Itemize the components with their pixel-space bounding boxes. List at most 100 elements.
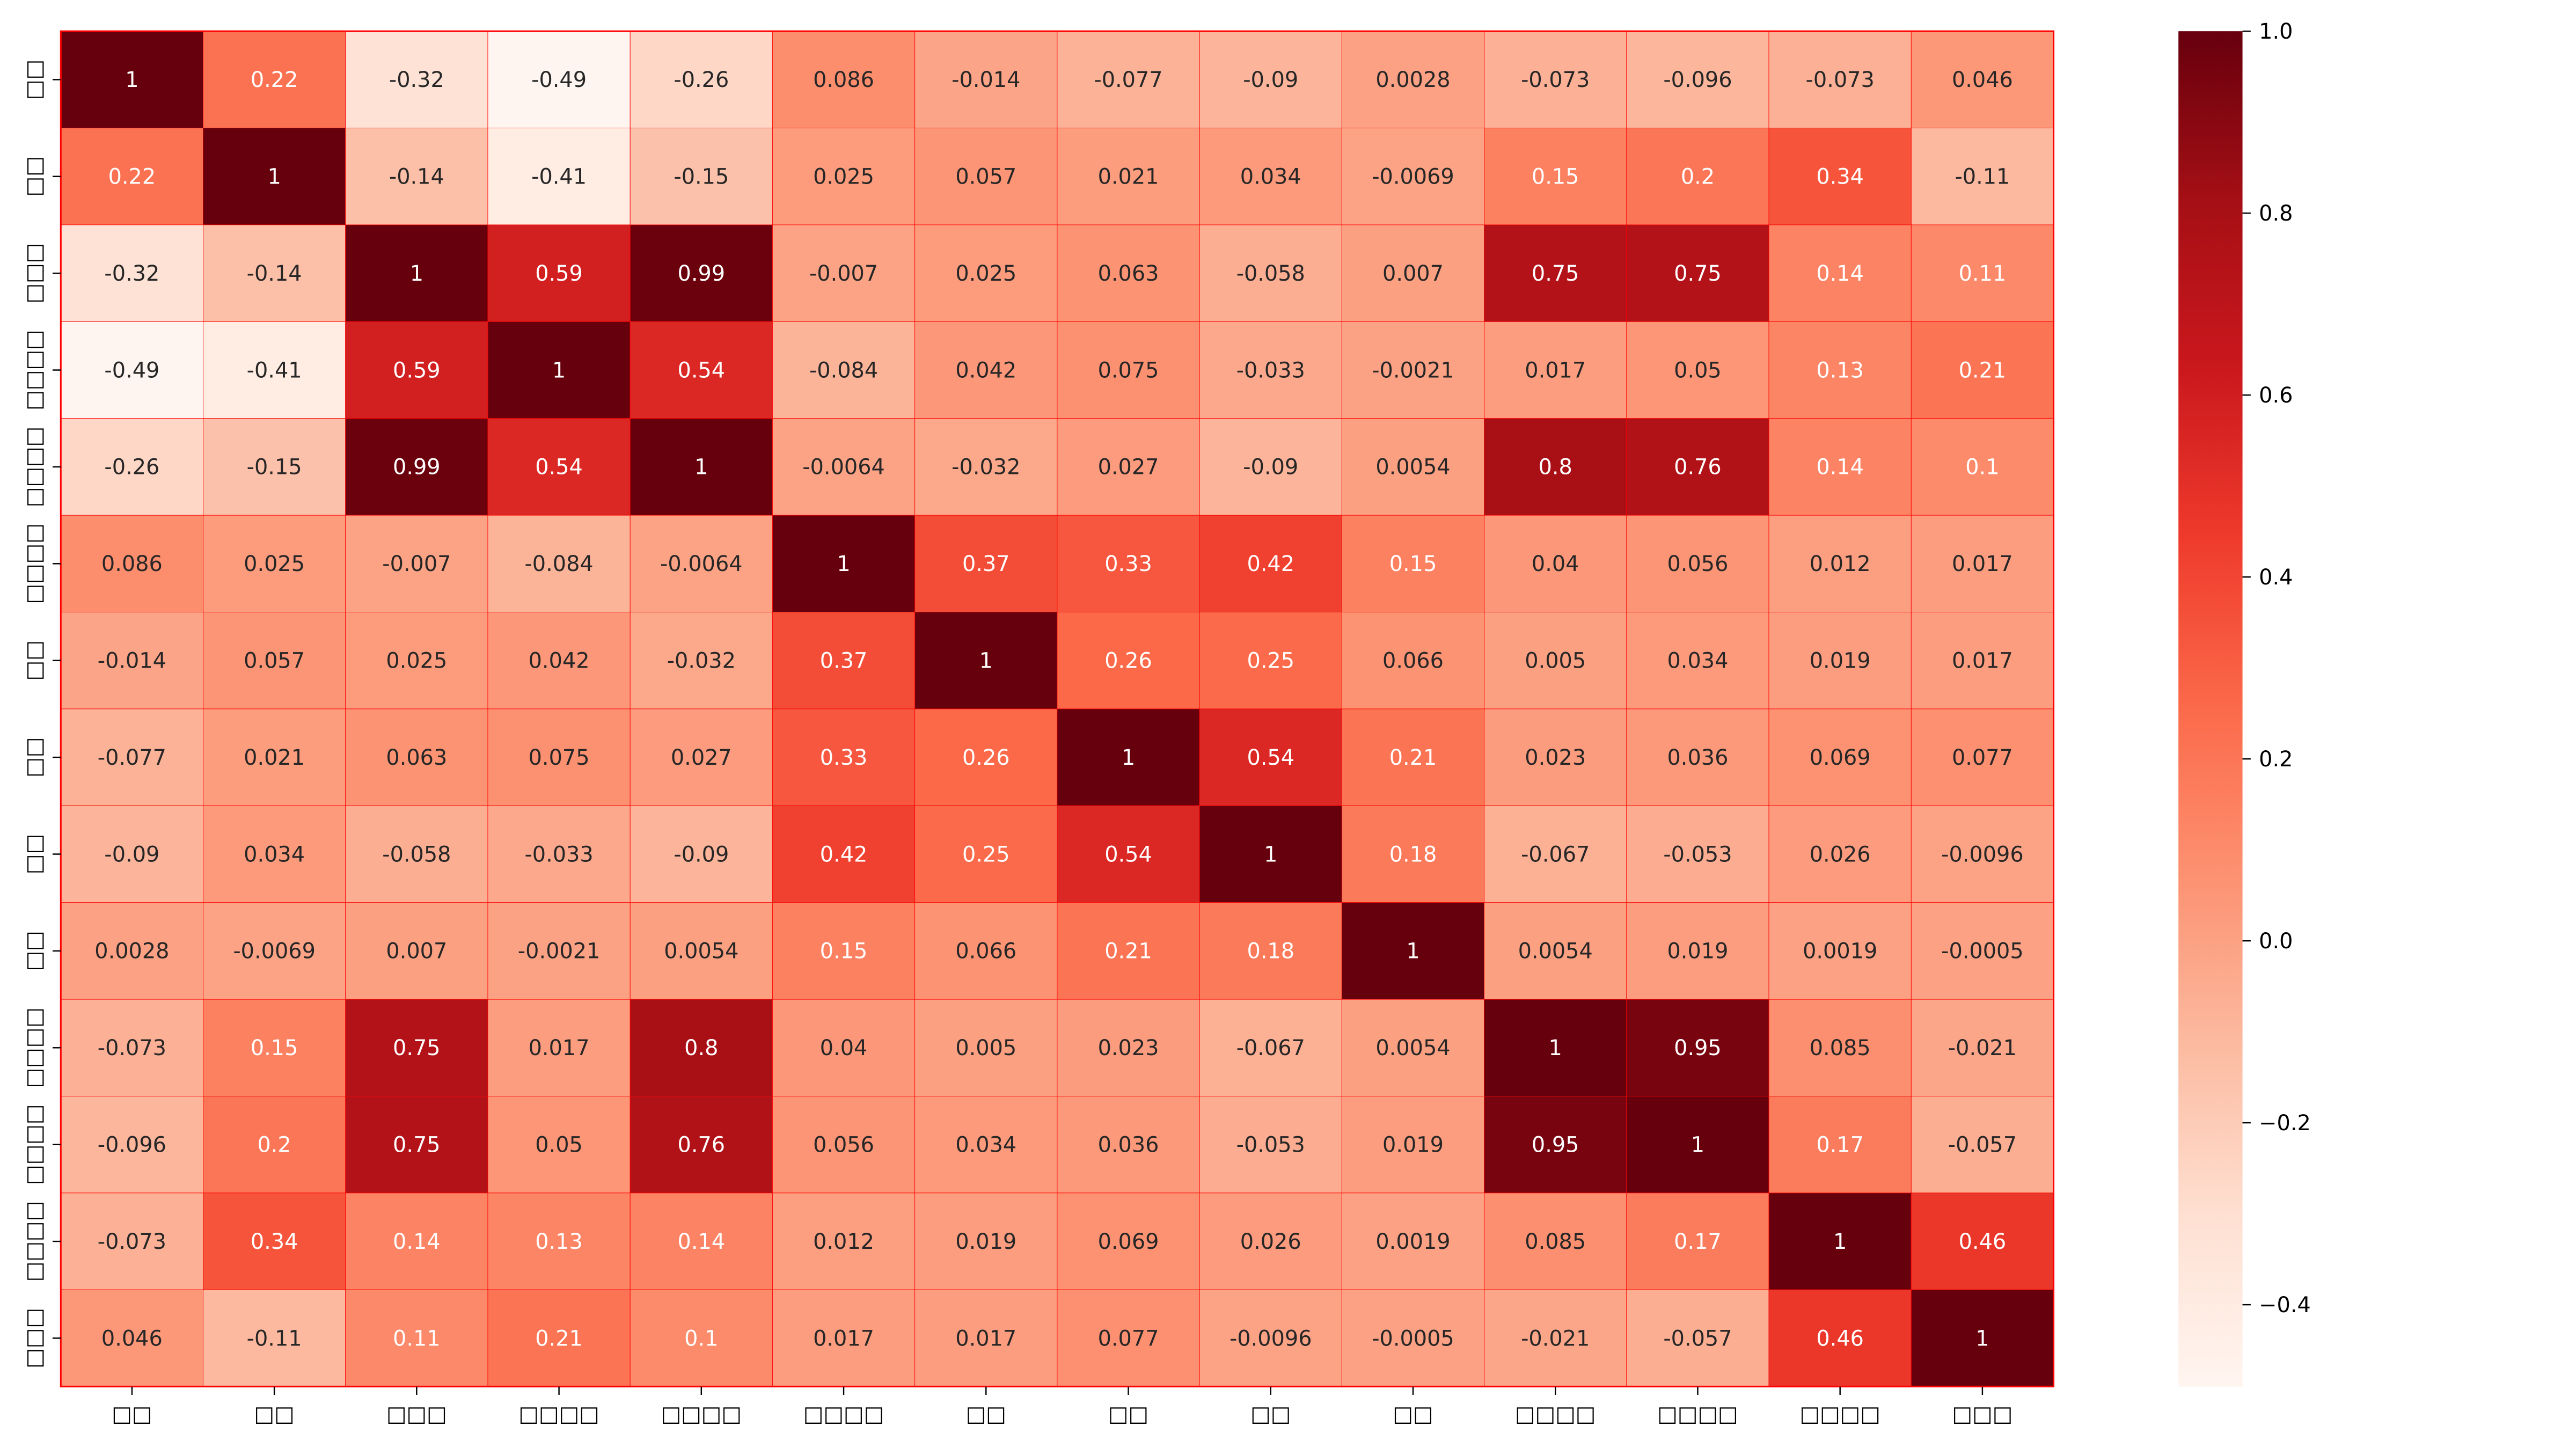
- heatmap-cell: [1341, 612, 1485, 709]
- cell-value-label: -0.15: [247, 455, 302, 480]
- heatmap-cell: [1911, 418, 2054, 516]
- heatmap-cell: [1768, 612, 1912, 709]
- heatmap-cell: [1768, 31, 1912, 129]
- heatmap-cell: [772, 1192, 916, 1290]
- cell-value-label: -0.49: [531, 68, 587, 92]
- heatmap-cell: [1484, 805, 1627, 903]
- heatmap-cell: [1911, 224, 2054, 322]
- cell-value-label: 0.019: [1810, 648, 1871, 673]
- cell-value-label: 0.17: [1816, 1132, 1864, 1157]
- cell-value-label: 0.023: [1098, 1036, 1159, 1060]
- colorbar: 1.0 0.8 0.6 0.4 0.2 0.0 −0.2 −0.4: [2178, 19, 2311, 1387]
- heatmap-cells: 1 0.22 -0.32 -0.49 -0.26 0.086 -0.014 -0.077 -0.…: [60, 30, 2055, 1388]
- heatmap-cell: [914, 128, 1058, 225]
- heatmap-cell: [1057, 515, 1200, 612]
- heatmap-cell: [1911, 1096, 2054, 1194]
- heatmap-cell: [1199, 321, 1342, 419]
- cell-value-label: 0.99: [678, 261, 726, 286]
- cell-value-label: 0.13: [1816, 358, 1864, 383]
- cell-value-label: 1: [1975, 1326, 1989, 1351]
- heatmap-cell: [487, 1096, 631, 1194]
- cell-value-label: -0.14: [247, 261, 302, 286]
- cell-value-label: 0.0054: [1518, 939, 1593, 964]
- cell-value-label: -0.09: [1243, 68, 1298, 92]
- cell-value-label: -0.057: [1663, 1326, 1732, 1351]
- x-axis: □□ □□ □□□ □□□□ □□□□ □□□□ □□ □□ □□ □□ □□□□ □□□□ □□□□ □…: [112, 1386, 2013, 1426]
- y-tick-label: □□□□: [22, 1007, 47, 1088]
- cell-value-label: 0.75: [393, 1132, 441, 1157]
- cell-value-label: 0.1: [684, 1326, 718, 1351]
- heatmap-cell: [1341, 805, 1485, 903]
- cell-value-label: 0.026: [1240, 1230, 1301, 1254]
- y-tick-label: □□: [22, 737, 47, 778]
- colorbar-tick-label: −0.2: [2259, 1111, 2311, 1136]
- cell-value-label: -0.15: [674, 165, 729, 189]
- heatmap-cell: [60, 708, 203, 806]
- heatmap-cell: [1911, 999, 2054, 1096]
- heatmap-cell: [914, 31, 1058, 129]
- heatmap-cell: [1341, 999, 1485, 1096]
- y-tick-label: □□□□: [22, 330, 47, 410]
- x-tick-label: □□: [966, 1402, 1006, 1426]
- cell-value-label: 1: [1691, 1132, 1704, 1157]
- heatmap-cell: [1341, 1096, 1485, 1194]
- cell-value-label: -0.0005: [1372, 1326, 1454, 1351]
- cell-value-label: -0.053: [1236, 1132, 1305, 1157]
- heatmap-cell: [1057, 128, 1200, 225]
- heatmap-cell: [487, 321, 631, 419]
- heatmap-cell: [60, 224, 203, 322]
- heatmap-cell: [203, 128, 346, 225]
- colorbar-tick-label: 0.0: [2259, 929, 2293, 954]
- cell-value-label: 0.0054: [1375, 455, 1450, 480]
- x-tick-label: □□□□: [803, 1402, 884, 1426]
- heatmap-cell: [60, 1289, 203, 1387]
- cell-value-label: 0.0054: [1375, 1036, 1450, 1060]
- cell-value-label: 0.05: [1674, 358, 1722, 383]
- cell-value-label: -0.0021: [1372, 358, 1454, 383]
- x-tick-label: □□□□: [1657, 1402, 1738, 1426]
- cell-value-label: -0.077: [1094, 68, 1162, 92]
- cell-value-label: -0.11: [1955, 165, 2010, 189]
- cell-value-label: 0.2: [257, 1132, 291, 1157]
- heatmap-cell: [1768, 805, 1912, 903]
- colorbar-tick-label: 1.0: [2259, 19, 2293, 44]
- heatmap-cell: [60, 515, 203, 612]
- cell-value-label: 0.017: [1525, 358, 1586, 383]
- heatmap-cell: [1199, 902, 1342, 1000]
- heatmap-cell: [1199, 515, 1342, 612]
- y-tick-label: □□: [22, 931, 47, 971]
- heatmap-cell: [1626, 31, 1769, 129]
- heatmap-cell: [914, 612, 1058, 709]
- heatmap-cell: [1199, 224, 1342, 322]
- heatmap-cell: [203, 1096, 346, 1194]
- cell-value-label: 0.034: [244, 842, 305, 867]
- cell-value-label: -0.073: [1806, 68, 1875, 92]
- cell-value-label: 0.59: [393, 358, 441, 383]
- heatmap-cell: [345, 805, 488, 903]
- cell-value-label: -0.077: [98, 745, 166, 770]
- cell-value-label: 0.15: [1532, 165, 1579, 189]
- cell-value-label: 0.005: [1525, 648, 1586, 673]
- cell-value-label: 1: [979, 648, 993, 673]
- heatmap-cell: [914, 1289, 1058, 1387]
- heatmap-cell: [1057, 612, 1200, 709]
- heatmap-cell: [203, 612, 346, 709]
- cell-value-label: 0.8: [684, 1036, 718, 1060]
- cell-value-label: -0.26: [104, 455, 159, 480]
- heatmap-cell: [1057, 999, 1200, 1096]
- x-tick-label: □□□: [1952, 1402, 2013, 1426]
- cell-value-label: -0.021: [1948, 1036, 2017, 1060]
- cell-value-label: 0.025: [813, 165, 874, 189]
- heatmap-cell: [1768, 321, 1912, 419]
- cell-value-label: 0.025: [244, 552, 305, 576]
- cell-value-label: -0.014: [98, 648, 166, 673]
- cell-value-label: -0.084: [524, 552, 593, 576]
- cell-value-label: -0.0069: [1372, 165, 1454, 189]
- y-tick-label: □□□□: [22, 1104, 47, 1185]
- heatmap-cell: [630, 515, 773, 612]
- heatmap-cell: [1057, 1096, 1200, 1194]
- cell-value-label: 0.036: [1667, 745, 1729, 770]
- heatmap-cell: [1057, 31, 1200, 129]
- heatmap-cell: [630, 31, 773, 129]
- cell-value-label: 0.18: [1389, 842, 1437, 867]
